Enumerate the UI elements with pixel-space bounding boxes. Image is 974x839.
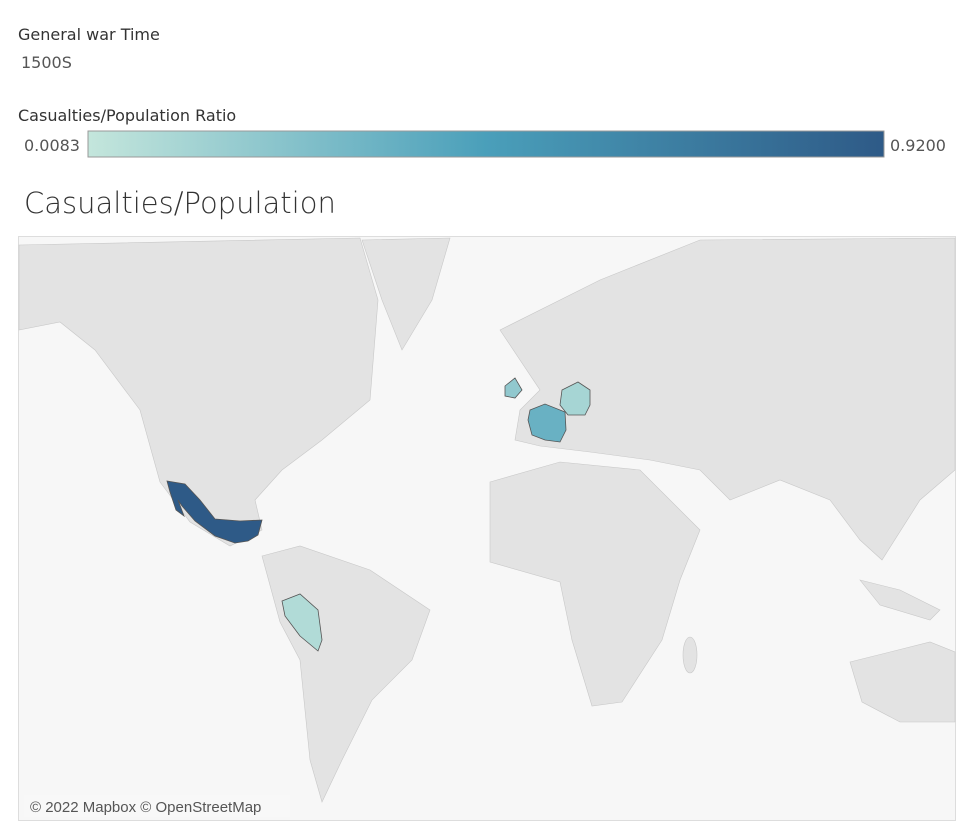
map-title: Casualties/Population [24,186,336,220]
madagascar [682,636,698,674]
region[interactable] [527,403,567,443]
africa [489,461,701,707]
region[interactable] [559,381,591,416]
greenland [361,237,451,351]
legend-bar [87,130,885,158]
australia [849,641,956,723]
indonesia [859,579,941,621]
attribution: © 2022 Mapbox © OpenStreetMap [30,799,261,816]
eurasia [499,237,956,561]
region[interactable] [281,593,323,652]
region[interactable] [166,480,263,544]
attribution-bg [24,795,290,817]
legend-min: 0.0083 [24,136,80,155]
legend-max: 0.9200 [890,136,946,155]
land [18,237,956,803]
filter-value[interactable]: 1500S [21,53,72,72]
regions [166,377,591,652]
region[interactable] [504,377,523,399]
filter-label: General war Time [18,25,160,44]
legend-title: Casualties/Population Ratio [18,106,237,125]
